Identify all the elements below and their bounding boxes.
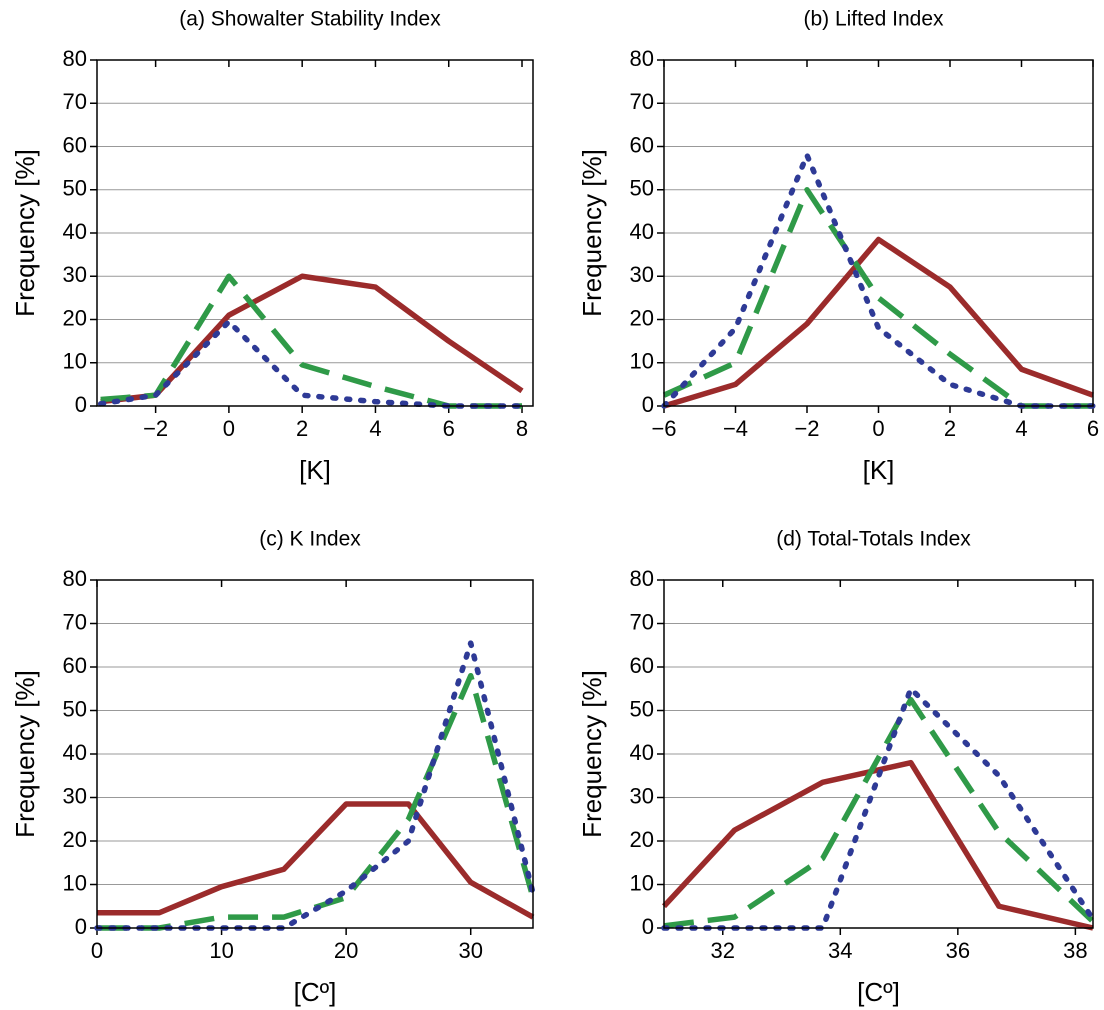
plot-frame [663,59,1094,407]
x-tick-label: 0 [91,938,103,963]
y-tick-label: 10 [63,870,87,895]
y-tick-label: 10 [63,349,87,374]
x-tick-label: −2 [143,416,168,441]
y-tick-label: 40 [630,740,654,765]
y-tick-label: 80 [63,46,87,71]
y-axis-label: Frequency [%] [10,670,40,838]
plot-frame [96,579,534,929]
series-line [661,759,1094,931]
y-tick-label: 60 [630,132,654,157]
y-axis-label: Frequency [%] [577,670,607,838]
x-tick-label: −6 [651,416,676,441]
y-tick-label: 60 [63,132,87,157]
y-tick-label: 30 [630,262,654,287]
series-line [661,686,1096,931]
x-axis-label: [K] [299,455,331,485]
y-axis-label: Frequency [%] [10,149,40,317]
chart-title: (d) Total-Totals Index [776,528,971,551]
y-tick-label: 40 [63,740,87,765]
series-line [97,801,535,920]
plot-frame [663,579,1094,929]
x-tick-label: 4 [369,416,381,441]
y-tick-label: 0 [642,914,654,939]
y-tick-label: 50 [63,696,87,721]
x-tick-label: 20 [334,938,358,963]
x-tick-label: 10 [209,938,233,963]
y-tick-label: 70 [63,609,87,634]
y-tick-label: 70 [630,609,654,634]
x-axis-label: [Cº] [294,977,337,1007]
series-line [663,696,1095,929]
x-tick-label: 6 [443,416,455,441]
y-tick-label: 80 [630,566,654,591]
y-tick-label: 0 [642,392,654,417]
y-tick-label: 70 [630,89,654,114]
y-tick-label: 20 [63,827,87,852]
y-tick-label: 50 [630,176,654,201]
x-axis-label: [Cº] [857,977,900,1007]
series-line [97,672,536,931]
y-tick-label: 20 [63,305,87,330]
x-tick-label: 32 [711,938,735,963]
x-tick-label: 0 [223,416,235,441]
chart-title: (b) Lifted Index [803,8,944,31]
x-tick-label: 36 [946,938,970,963]
x-tick-label: 2 [296,416,308,441]
y-tick-label: 60 [630,653,654,678]
x-tick-label: 4 [1015,416,1027,441]
y-tick-label: 0 [75,914,87,939]
y-axis-label: Frequency [%] [577,149,607,317]
y-tick-label: 30 [63,262,87,287]
y-tick-label: 70 [63,89,87,114]
chart-title: (c) K Index [259,528,361,551]
y-tick-label: 20 [630,305,654,330]
y-tick-label: 0 [75,392,87,417]
chart-title: (a) Showalter Stability Index [179,8,441,31]
y-tick-label: 10 [630,349,654,374]
y-tick-label: 60 [63,653,87,678]
y-tick-label: 80 [63,566,87,591]
y-tick-label: 40 [63,219,87,244]
series-line [663,236,1094,409]
y-tick-label: 30 [630,783,654,808]
x-tick-label: 2 [944,416,956,441]
x-tick-label: 8 [516,416,528,441]
x-tick-label: 6 [1087,416,1099,441]
x-tick-label: 38 [1063,938,1087,963]
y-tick-label: 40 [630,219,654,244]
x-tick-label: −4 [723,416,748,441]
x-tick-label: −2 [794,416,819,441]
x-axis-label: [K] [863,455,895,485]
y-tick-label: 50 [63,176,87,201]
plot-frame [96,59,534,407]
x-tick-label: 0 [872,416,884,441]
y-tick-label: 80 [630,46,654,71]
y-tick-label: 30 [63,783,87,808]
series-line [97,318,525,409]
y-tick-label: 50 [630,696,654,721]
x-tick-label: 34 [828,938,852,963]
y-tick-label: 20 [630,827,654,852]
y-tick-label: 10 [630,870,654,895]
x-tick-label: 30 [458,938,482,963]
